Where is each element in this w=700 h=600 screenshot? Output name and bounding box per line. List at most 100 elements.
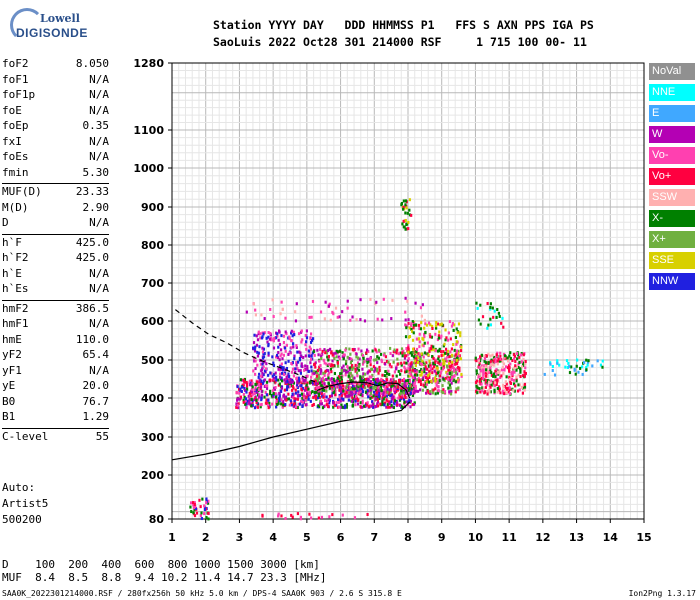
echo-point <box>448 379 451 383</box>
echo-point <box>498 359 501 363</box>
echo-point <box>299 371 302 375</box>
echo-point <box>366 358 369 362</box>
echo-point <box>568 364 571 368</box>
echo-point <box>397 352 400 356</box>
echo-point <box>245 382 249 386</box>
echo-point <box>499 357 502 361</box>
echo-point <box>520 353 523 357</box>
echo-point <box>400 393 403 397</box>
echo-point <box>398 398 402 402</box>
echo-point <box>408 367 411 371</box>
echo-point <box>417 352 420 356</box>
logo-swoosh-icon <box>10 8 44 42</box>
echo-point <box>392 383 395 387</box>
echo-point <box>366 357 369 361</box>
echo-point <box>405 200 408 204</box>
y-tick-label: 800 <box>141 239 164 252</box>
echo-point <box>488 383 491 387</box>
echo-point <box>373 369 376 373</box>
echo-point <box>370 389 373 393</box>
echo-point <box>293 398 297 402</box>
echo-point <box>393 370 396 374</box>
echo-point <box>393 391 397 395</box>
echo-point <box>261 335 264 339</box>
echo-point <box>423 370 426 374</box>
param-row: C-level 55 <box>2 430 109 446</box>
echo-point <box>341 369 344 373</box>
echo-point <box>243 395 246 399</box>
echo-point <box>443 342 446 346</box>
echo-point <box>477 373 480 377</box>
echo-point <box>411 403 414 407</box>
echo-point <box>302 399 305 403</box>
echo-point <box>300 400 303 404</box>
echo-point <box>287 385 290 389</box>
echo-point <box>410 387 413 391</box>
echo-point <box>438 359 441 363</box>
echo-point <box>436 391 440 395</box>
echo-point <box>422 344 425 348</box>
echo-point <box>260 369 263 373</box>
echo-point <box>191 501 195 505</box>
legend-item-e: E <box>649 105 695 122</box>
echo-point <box>487 361 490 365</box>
echo-point <box>321 352 324 356</box>
echo-point <box>455 352 458 356</box>
echo-point <box>403 401 406 405</box>
echo-point <box>403 405 407 409</box>
x-tick-label: 9 <box>438 531 446 544</box>
echo-point <box>252 347 255 351</box>
param-name: C-level <box>2 429 49 443</box>
param-name: hmF1 <box>2 317 29 330</box>
echo-point <box>601 365 604 369</box>
echo-point <box>331 391 334 395</box>
echo-point <box>407 390 410 394</box>
echo-point <box>450 381 453 385</box>
echo-point <box>413 373 417 377</box>
echo-point <box>354 399 357 403</box>
echo-point <box>456 356 459 360</box>
echo-point <box>342 406 346 410</box>
echo-point <box>458 369 461 373</box>
echo-point <box>359 401 362 405</box>
echo-point <box>255 343 259 347</box>
echo-point <box>523 388 526 392</box>
echo-point <box>288 380 291 384</box>
echo-point <box>241 385 244 389</box>
param-row: foE N/A <box>2 104 109 120</box>
echo-point <box>329 367 333 371</box>
echo-point <box>421 359 424 363</box>
echo-point <box>399 397 402 401</box>
echo-point <box>439 336 442 340</box>
echo-point <box>357 392 360 396</box>
echo-point <box>362 379 365 383</box>
echo-point <box>414 356 417 360</box>
echo-point <box>332 405 335 409</box>
echo-point <box>282 401 285 405</box>
echo-point <box>427 364 431 368</box>
echo-point <box>393 348 396 352</box>
echo-point <box>360 385 363 389</box>
echo-point <box>423 318 426 322</box>
echo-point <box>256 354 260 358</box>
echo-point <box>503 392 506 396</box>
echo-point <box>238 389 241 393</box>
echo-point <box>316 405 319 409</box>
echo-point <box>368 404 372 408</box>
echo-point <box>494 382 497 386</box>
echo-point <box>520 385 523 389</box>
echo-point <box>402 384 405 388</box>
echo-point <box>321 388 324 392</box>
echo-point <box>249 402 252 406</box>
echo-point <box>272 339 275 343</box>
echo-point <box>315 370 318 374</box>
echo-point <box>274 381 277 385</box>
echo-point <box>415 337 418 341</box>
echo-point <box>455 367 458 371</box>
echo-point <box>325 395 328 399</box>
echo-point <box>295 376 298 380</box>
echo-point <box>456 330 460 334</box>
echo-point <box>391 298 394 302</box>
echo-point <box>515 368 518 372</box>
echo-point <box>402 383 405 387</box>
